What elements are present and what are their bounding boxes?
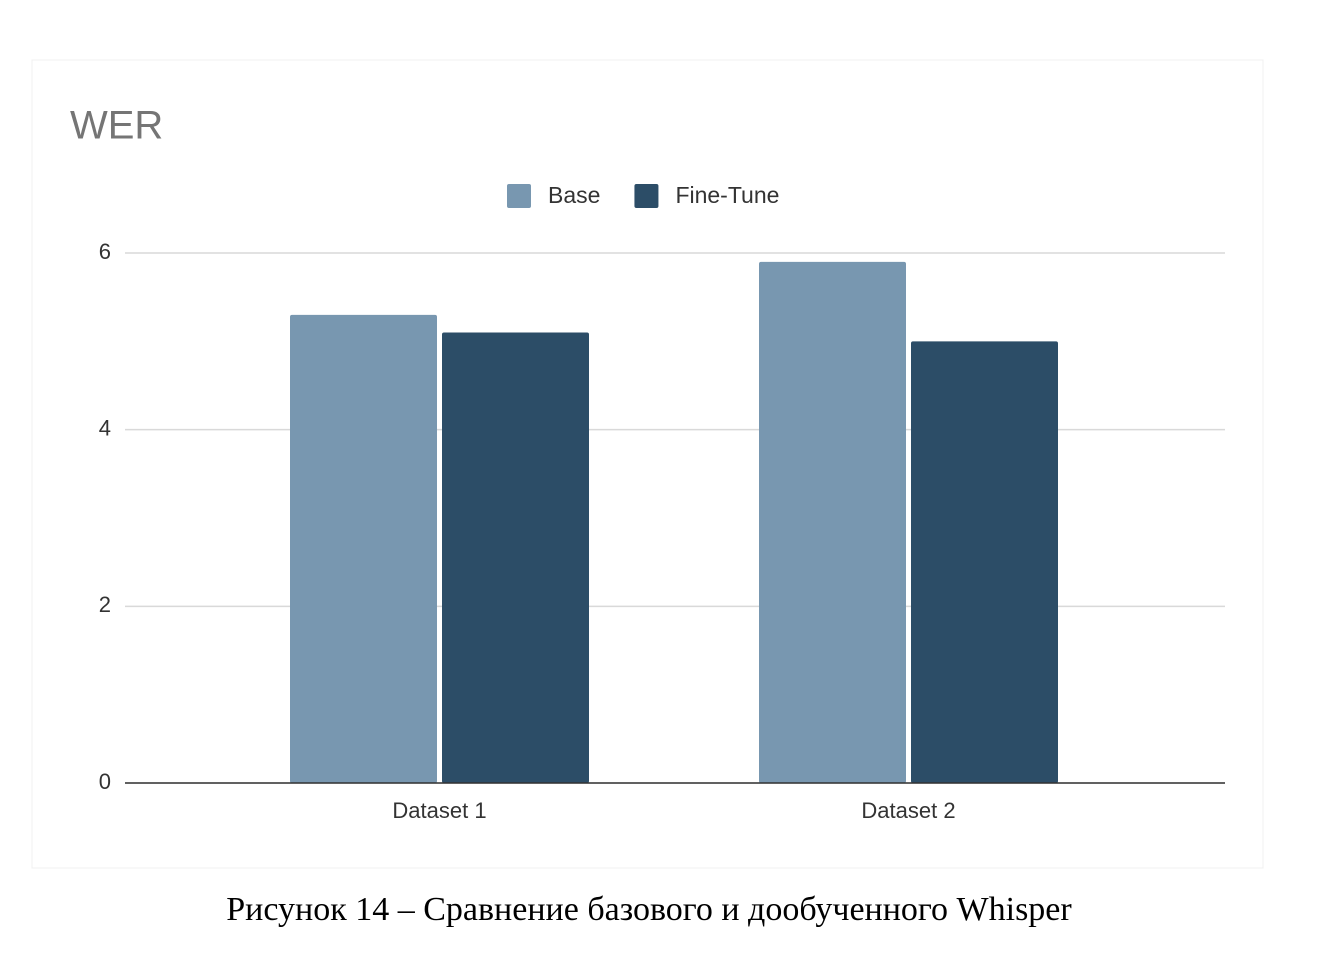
x-tick-label: Dataset 1 — [392, 798, 486, 823]
bar — [759, 261, 906, 783]
chart-title: WER — [70, 104, 163, 148]
y-tick-label: 2 — [99, 592, 111, 617]
x-tick-label: Dataset 2 — [861, 798, 955, 823]
caption: Рисунок 14 – Сравнение базового и дообуч… — [226, 891, 1072, 928]
bar — [442, 332, 589, 783]
legend-swatch — [634, 184, 659, 208]
y-tick-label: 4 — [99, 415, 111, 440]
chart-card — [31, 59, 1264, 869]
y-tick-label: 6 — [99, 239, 111, 264]
legend-swatch — [507, 184, 531, 208]
legend-label: Fine-Tune — [675, 182, 779, 208]
bar — [911, 341, 1058, 783]
y-tick-label: 0 — [99, 769, 111, 794]
legend-label: Base — [548, 182, 600, 208]
bar — [290, 314, 437, 783]
